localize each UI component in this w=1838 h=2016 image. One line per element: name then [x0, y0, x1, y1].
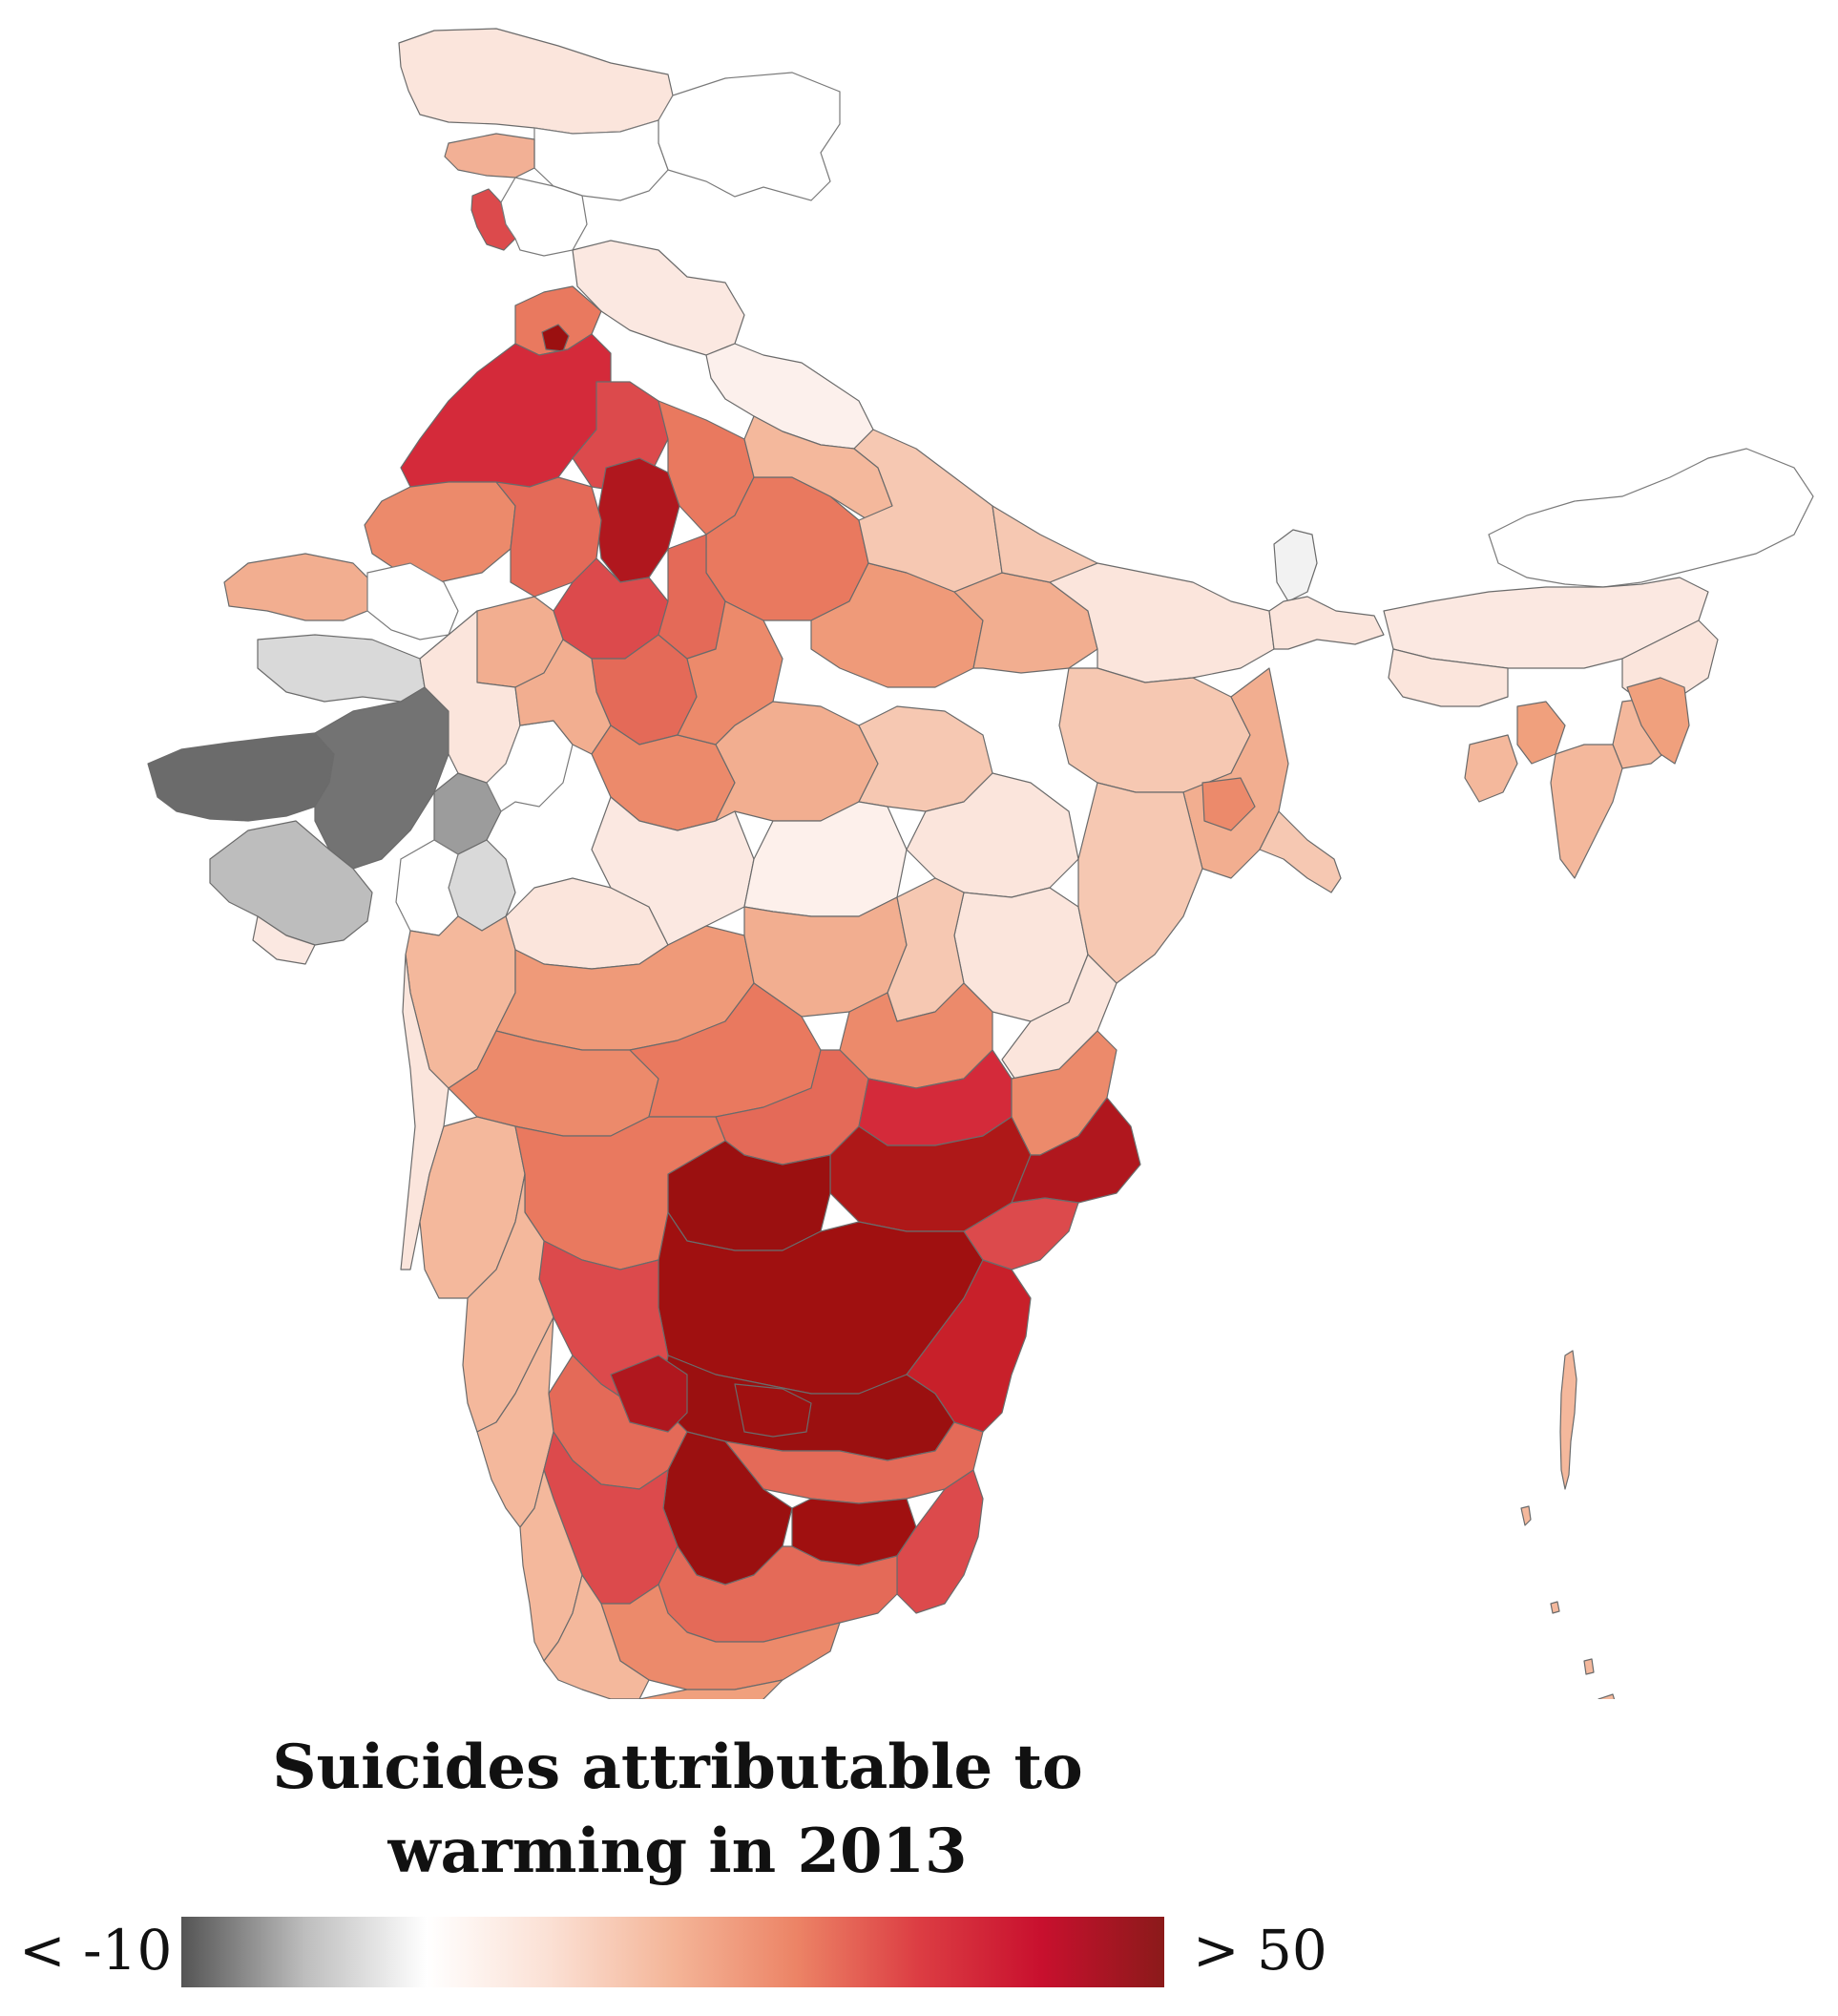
legend-color-bar	[181, 1917, 1164, 1987]
region-kutch-north	[223, 553, 373, 621]
region-punjab-dark	[541, 324, 570, 352]
region-konkan	[400, 954, 449, 1270]
region-tn-east	[896, 1469, 984, 1614]
region-sundarbans	[1259, 810, 1342, 893]
color-legend: < -10 > 50	[0, 1909, 1838, 2016]
region-meghalaya	[1388, 648, 1509, 707]
region-nicobar-mid	[1583, 1658, 1595, 1675]
region-jammu	[470, 188, 516, 251]
region-chhattisgarh-north	[906, 772, 1079, 898]
region-kerala-south	[543, 1574, 650, 1699]
region-car-nicobar	[1550, 1601, 1560, 1614]
legend-max-label: > 50	[1193, 1918, 1327, 1983]
region-gujarat-north	[257, 634, 426, 703]
region-north-bengal	[1268, 596, 1385, 650]
region-jharkhand	[1058, 667, 1251, 793]
region-karnataka-deep	[610, 1354, 688, 1433]
region-gujarat-central	[314, 686, 449, 870]
region-mizoram	[1550, 744, 1623, 879]
region-kashmir-valley	[444, 133, 535, 178]
region-great-nicobar	[1598, 1693, 1616, 1699]
region-kutch	[147, 732, 335, 822]
region-little-andaman	[1520, 1505, 1532, 1526]
region-haryana-dark	[595, 457, 680, 583]
region-odisha	[1077, 782, 1203, 984]
region-sikkim	[1273, 529, 1318, 602]
legend-title-line2: warming in 2013	[387, 1816, 968, 1887]
region-up-northeast	[853, 429, 1003, 593]
india-choropleth-map	[147, 28, 1814, 1699]
region-saurashtra	[209, 820, 373, 946]
region-rajasthan-west	[364, 481, 516, 583]
region-gujarat-coast	[252, 915, 316, 965]
region-aksai-chin	[658, 72, 841, 201]
legend-title-line1: Suicides attributable to	[272, 1732, 1083, 1803]
region-tripura-west	[1464, 734, 1518, 803]
region-kashmir-east	[533, 119, 669, 201]
legend-min-label: < -10	[19, 1918, 173, 1983]
region-west-bengal	[1182, 667, 1289, 879]
region-tn-salem	[734, 1383, 812, 1438]
region-tn-tip	[610, 1679, 783, 1699]
region-ladakh	[398, 28, 674, 135]
region-gujarat-white	[395, 839, 459, 936]
map-canvas	[147, 28, 1814, 1699]
region-nepal-border	[992, 505, 1098, 583]
region-tn-southeast	[600, 1584, 841, 1690]
region-arunachal	[1488, 448, 1814, 588]
region-barak	[1626, 677, 1690, 765]
legend-gradient-rect	[181, 1917, 1164, 1987]
region-himachal	[572, 240, 745, 356]
region-jammu-east	[500, 177, 588, 257]
legend-title: Suicides attributable to warming in 2013	[229, 1726, 1126, 1894]
region-andaman	[1559, 1350, 1577, 1490]
region-bihar	[1049, 562, 1275, 683]
region-wb-highlight	[1201, 777, 1256, 831]
